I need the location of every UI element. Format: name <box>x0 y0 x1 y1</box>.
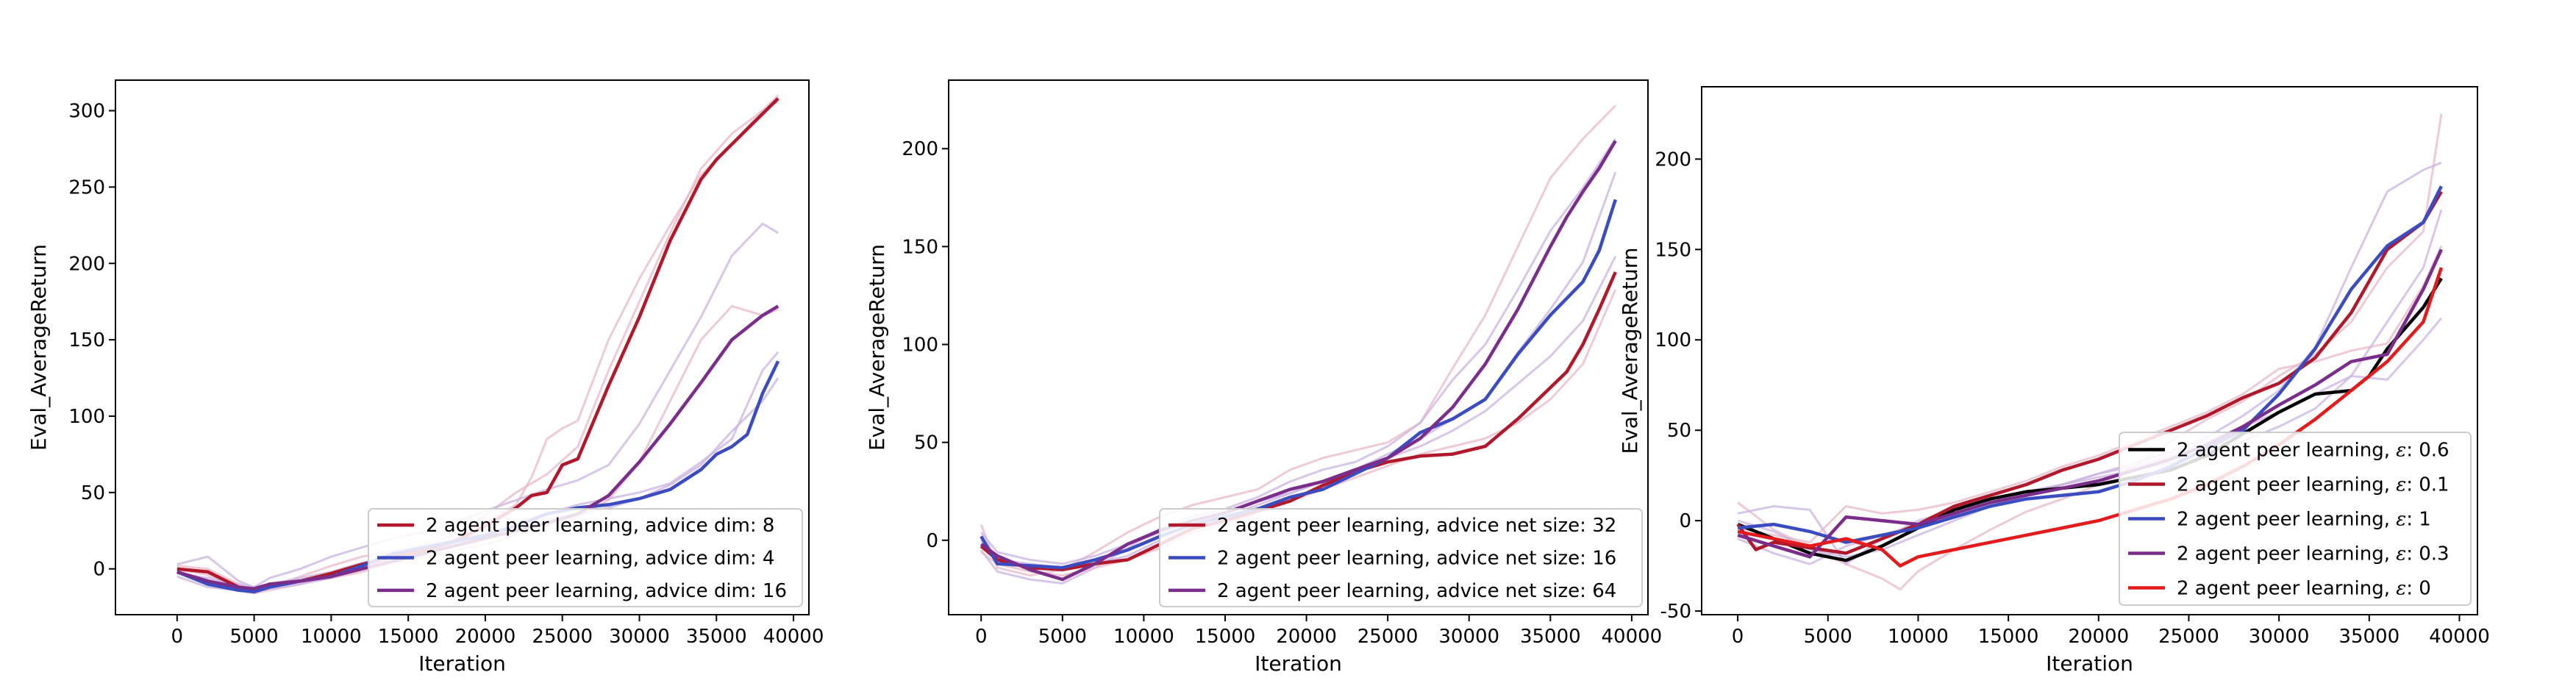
chart-panel-2: 0 5000 10000 15000 20000 25000 30000 35000 40000… <box>865 79 1663 676</box>
x-tick-label: 0 <box>975 626 988 648</box>
x-tick-label: 0 <box>1732 626 1744 648</box>
plot-area-frame <box>1701 86 2478 615</box>
x-tick-label: 5000 <box>230 626 279 648</box>
legend: 2 agent peer learning, advice net size: … <box>1159 508 1643 607</box>
y-tick-label: 0 <box>93 559 105 581</box>
x-axis-label: Iteration <box>1255 651 1342 676</box>
series-line-3 <box>1737 185 2443 544</box>
y-tick-label: 50 <box>1667 420 1691 442</box>
x-tick-label: 0 <box>171 626 184 648</box>
x-tick-label: 20000 <box>2068 626 2129 648</box>
legend-entry-label: 2 agent peer learning, advice dim: 8 <box>426 515 774 537</box>
faint-trace-line <box>980 104 1616 577</box>
x-tick-label: 35000 <box>2338 626 2400 648</box>
y-axis-label: Eval_AverageReturn <box>26 244 51 451</box>
legend-entry-label: 2 agent peer learning, advice dim: 4 <box>426 548 774 570</box>
series-lines <box>1736 185 2444 568</box>
chart-panel-3: 0 5000 10000 15000 20000 25000 30000 35000 40000… <box>1618 86 2490 676</box>
series-line-2 <box>980 199 1617 570</box>
legend-entry-label: 2 agent peer learning, ε: 0.6 <box>2177 440 2450 462</box>
y-axis-label: Eval_AverageReturn <box>1618 247 1642 454</box>
series-line-5 <box>1737 267 2444 568</box>
x-axis-label: Iteration <box>2046 651 2133 676</box>
legend: 2 agent peer learning, ε: 0.6 2 agent pee… <box>2119 432 2472 606</box>
x-tick-label: 15000 <box>1195 626 1256 648</box>
x-tick-label: 40000 <box>763 626 824 648</box>
y-axis-label: Eval_AverageReturn <box>865 244 889 451</box>
legend-box <box>2119 432 2472 606</box>
series-line-1 <box>980 271 1617 572</box>
x-tick-label: 10000 <box>301 626 362 648</box>
y-tick-label: 50 <box>81 482 105 504</box>
plot-area-frame <box>115 79 810 615</box>
y-tick-label: 150 <box>68 329 105 351</box>
legend-entry-label: 2 agent peer learning, ε: 1 <box>2177 509 2431 531</box>
y-tick-label: 100 <box>68 406 105 428</box>
x-tick-label: 35000 <box>1520 626 1581 648</box>
x-tick-label: 10000 <box>1888 626 1949 648</box>
x-tick-label: 30000 <box>2249 626 2310 648</box>
x-tick-label: 30000 <box>1438 626 1499 648</box>
faint-trace-line <box>980 256 1617 565</box>
y-tick-label: 50 <box>914 432 938 454</box>
legend-entry-label: 2 agent peer learning, ε: 0 <box>2177 578 2431 600</box>
y-tick-label: 250 <box>68 176 105 199</box>
faint-trace-line <box>1737 245 2443 544</box>
legend-entry-label: 2 agent peer learning, advice net size: … <box>1217 515 1616 537</box>
legend: 2 agent peer learning, advice dim: 8 2 ag… <box>368 508 803 607</box>
series-line-3 <box>980 140 1617 582</box>
faint-trace-line <box>980 138 1617 585</box>
legend-entry-label: 2 agent peer learning, advice net size: … <box>1217 580 1616 602</box>
x-tick-label: 35000 <box>686 626 747 648</box>
x-tick-label: 40000 <box>2429 626 2490 648</box>
y-tick-label: 150 <box>902 236 938 258</box>
x-tick-label: 25000 <box>532 626 593 648</box>
x-tick-label: 30000 <box>609 626 670 648</box>
y-tick-label: 150 <box>1655 239 1691 261</box>
legend-entry-label: 2 agent peer learning, ε: 0.1 <box>2177 474 2450 496</box>
x-tick-label: 15000 <box>378 626 439 648</box>
x-tick-label: 5000 <box>1804 626 1852 648</box>
y-tick-label: 100 <box>1655 329 1691 351</box>
y-tick-label: -50 <box>1660 601 1691 623</box>
y-tick-label: 300 <box>68 101 105 123</box>
plot-area-frame <box>948 79 1649 615</box>
x-tick-label: 25000 <box>2158 626 2219 648</box>
x-tick-label: 40000 <box>1602 626 1663 648</box>
faint-trace-line <box>1737 113 2443 591</box>
series-line-4 <box>1737 249 2443 559</box>
x-tick-label: 20000 <box>1276 626 1337 648</box>
y-tick-label: 100 <box>902 335 938 357</box>
legend-entry-label: 2 agent peer learning, ε: 0.3 <box>2177 543 2450 565</box>
x-axis-label: Iteration <box>418 651 506 676</box>
legend-box <box>368 508 803 607</box>
x-tick-label: 5000 <box>1038 626 1087 648</box>
x-tick-label: 15000 <box>1978 626 2039 648</box>
y-tick-label: 200 <box>1655 149 1691 171</box>
chart-panel-1: 0 5000 10000 15000 20000 25000 30000 35000 40000… <box>26 79 824 676</box>
x-tick-label: 10000 <box>1113 626 1174 648</box>
y-tick-label: 200 <box>902 138 938 160</box>
legend-box <box>1159 508 1643 607</box>
y-tick-label: 0 <box>926 530 938 552</box>
y-tick-label: 200 <box>68 253 105 275</box>
x-tick-label: 25000 <box>1357 626 1419 648</box>
series-lines <box>980 140 1617 582</box>
legend-entry-label: 2 agent peer learning, advice dim: 16 <box>426 580 787 602</box>
legend-entry-label: 2 agent peer learning, advice net size: … <box>1217 548 1616 570</box>
series-line-2 <box>1736 190 2443 555</box>
y-tick-label: 0 <box>1679 510 1691 532</box>
x-tick-label: 20000 <box>455 626 516 648</box>
